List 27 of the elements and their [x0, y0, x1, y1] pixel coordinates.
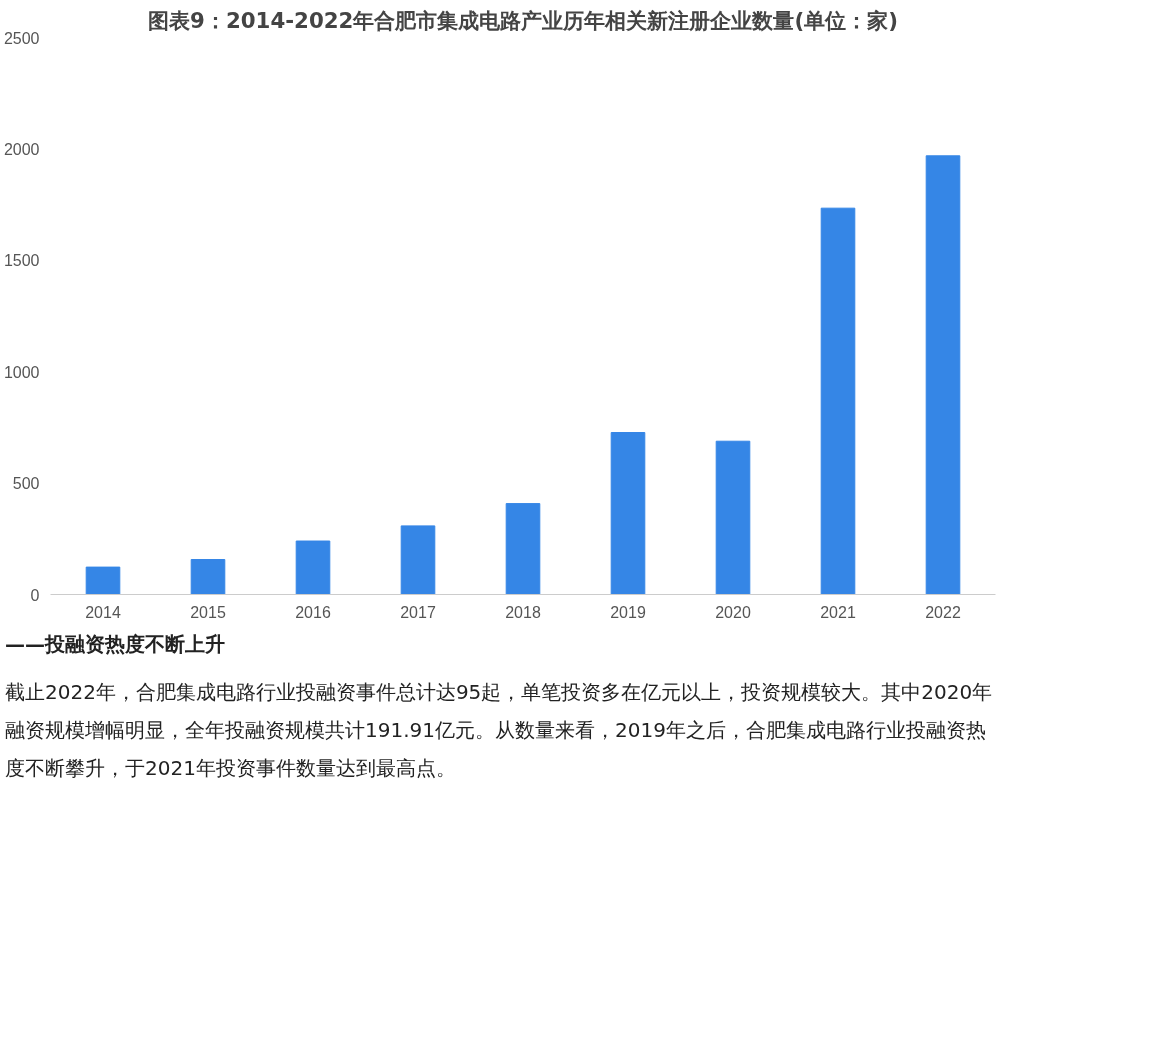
y-tick-label: 1000 [3, 363, 40, 381]
bar [505, 503, 541, 595]
y-tick-label: 2000 [3, 140, 40, 158]
x-tick-label: 2020 [715, 603, 751, 621]
bar [190, 559, 226, 595]
x-tick-label: 2016 [295, 603, 331, 621]
y-tick-label: 0 [30, 586, 40, 604]
y-tick-label: 2500 [3, 29, 40, 47]
bar [925, 155, 961, 595]
bar [400, 525, 436, 595]
x-tick-label: 2019 [610, 603, 646, 621]
y-tick-label: 1500 [3, 252, 40, 270]
chart-title: 图表9：2014-2022年合肥市集成电路产业历年相关新注册企业数量(单位：家) [148, 7, 898, 33]
text: 截止2022年，合肥集成电路行业投融资事件总计达95起，单笔投资多在亿元以上，投资规模较大。其中2020年融资规模增幅明显，全年投融资规模共计191.91亿元。从数量来看，2019年之后，合肥集成电路行业投融资热度不断攀升，于2021年投资事件数量达到最高点。 [5, 679, 994, 782]
bar [85, 566, 121, 595]
x-tick-label: 2014 [85, 603, 121, 621]
x-tick-label: 2021 [820, 603, 856, 621]
x-tick-label: 2022 [925, 603, 961, 621]
x-tick-label: 2017 [400, 603, 436, 621]
y-tick-label: 500 [12, 475, 40, 493]
x-tick-label: 2018 [505, 603, 541, 621]
bar [610, 432, 646, 595]
bar [820, 207, 856, 595]
bar [715, 440, 751, 595]
bar [295, 540, 331, 595]
text: ——投融资热度不断上升 [5, 631, 225, 658]
x-tick-label: 2015 [190, 603, 226, 621]
